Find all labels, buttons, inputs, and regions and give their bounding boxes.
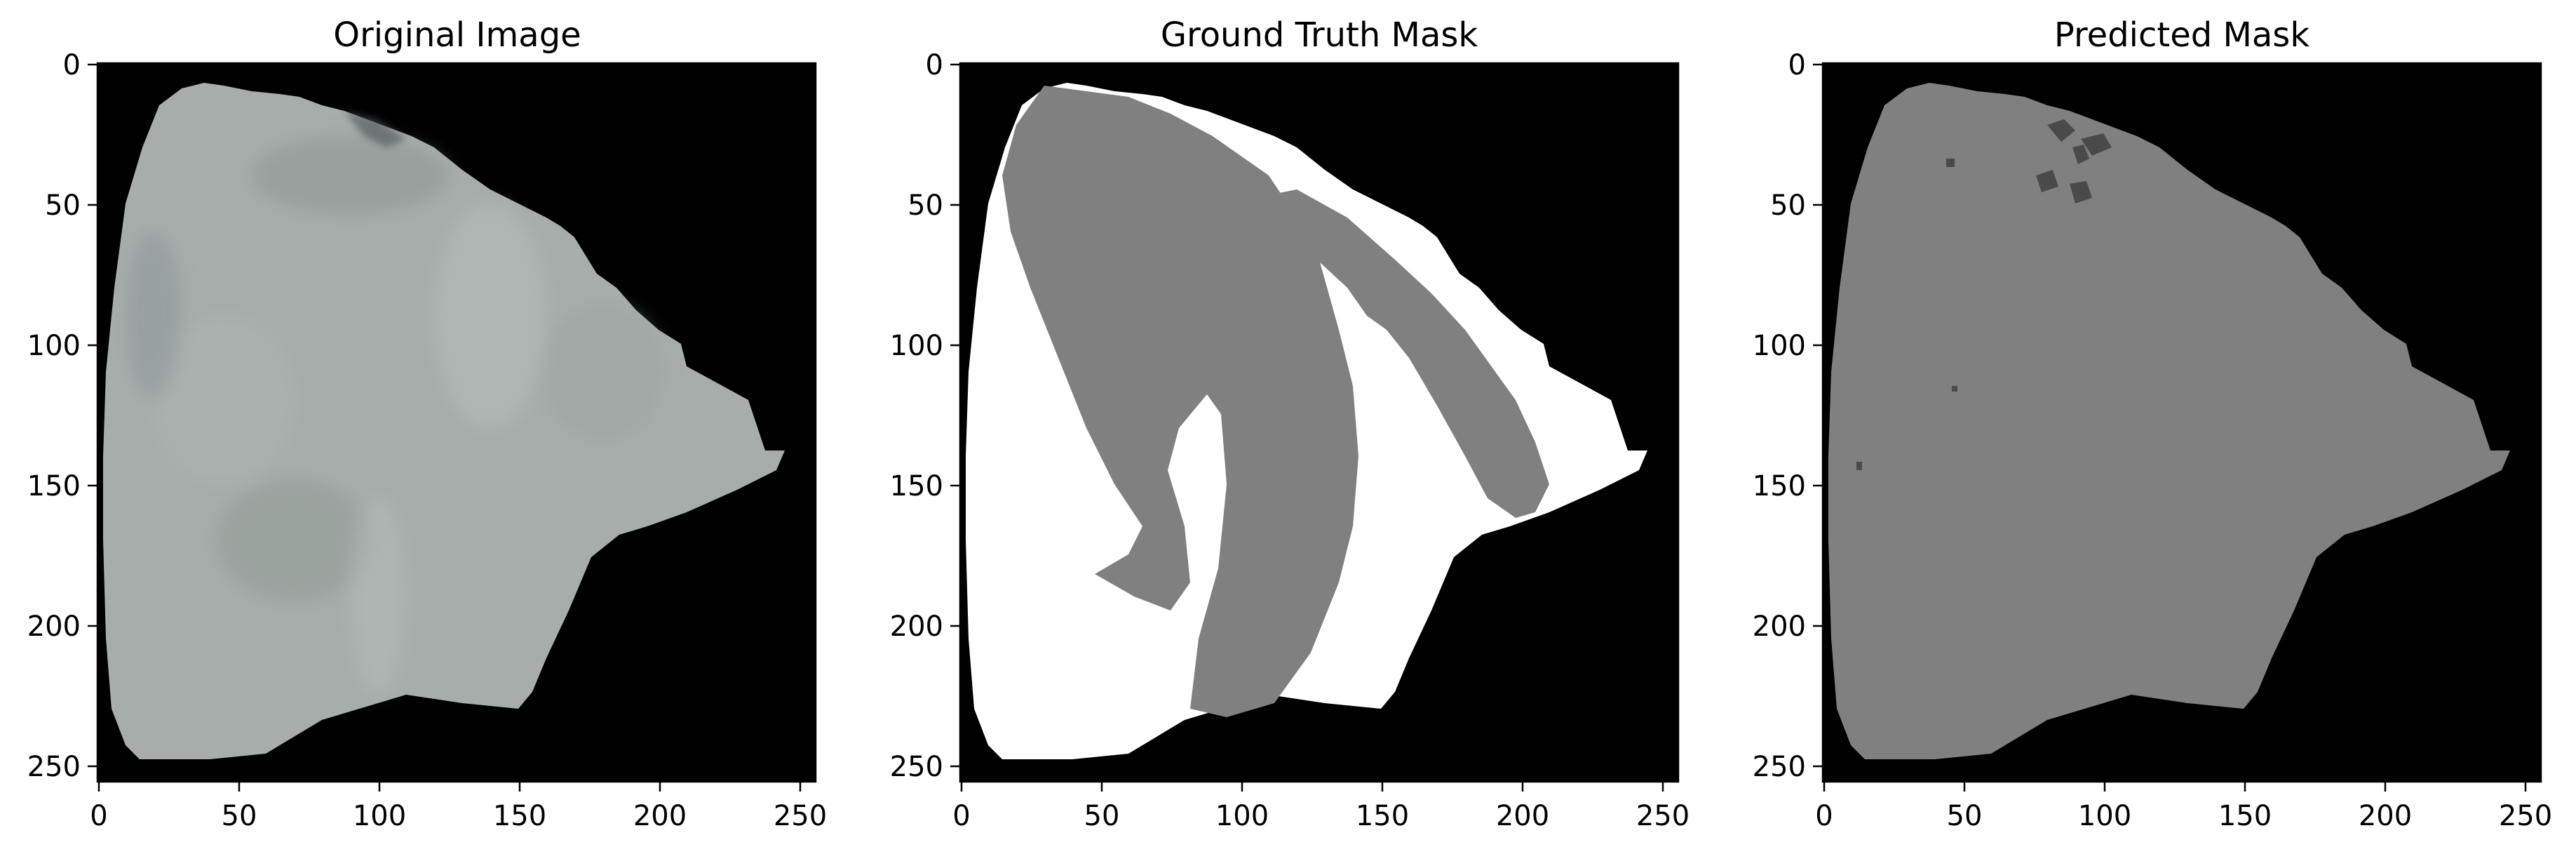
prediction-artifacts [1856,119,2112,470]
y-tick-label: 200 [890,611,943,643]
x-tick-label: 150 [1356,800,1409,832]
image-area [960,63,1678,782]
x-tick-label: 100 [2078,800,2131,832]
y-tick-label: 50 [1770,189,1806,222]
x-tick-label: 0 [1815,800,1833,832]
panel-title: Predicted Mask [2054,15,2309,55]
tissue-texture [126,136,664,695]
y-tick-label: 150 [890,470,943,502]
y-axis: 0 50 100 150 200 250 [890,49,960,783]
x-tick-label: 0 [90,800,107,832]
x-axis: 0 50 100 150 200 250 [90,782,827,832]
y-tick-label: 150 [1753,470,1806,502]
panel-original-image: Original Image [27,15,828,832]
y-axis: 0 50 100 150 200 250 [27,49,97,783]
x-axis: 0 50 100 150 200 250 [1815,782,2552,832]
panel-title: Ground Truth Mask [1161,15,1478,55]
axes-frame [959,62,1680,783]
mask-class-gray-left [1002,86,1358,717]
y-tick-label: 0 [926,49,943,81]
y-tick-label: 100 [1753,330,1806,362]
x-tick-label: 150 [493,800,546,832]
panel-predicted-mask: Predicted Mask [1753,15,2553,832]
x-tick-label: 250 [2499,800,2552,832]
x-tick-label: 250 [1636,800,1690,832]
x-axis: 0 50 100 150 200 250 [952,782,1690,832]
x-tick-label: 100 [353,800,406,832]
y-tick-label: 250 [27,751,81,783]
x-tick-label: 50 [1084,800,1120,832]
y-tick-label: 100 [890,330,943,362]
y-tick-label: 200 [1753,611,1806,643]
x-tick-label: 200 [2359,800,2412,832]
x-tick-label: 0 [952,800,970,832]
mask-class-gray [1828,83,2510,759]
y-tick-label: 50 [908,189,943,222]
x-tick-label: 100 [1215,800,1269,832]
x-tick-label: 250 [774,800,827,832]
x-tick-label: 200 [633,800,687,832]
y-tick-label: 0 [63,49,81,81]
panel-title: Original Image [333,15,581,55]
y-tick-label: 0 [1788,49,1806,81]
y-tick-label: 200 [27,611,81,643]
y-tick-label: 50 [45,189,81,222]
panel-ground-truth-mask: Ground Truth Mask 0 50 100 150 200 250 [890,15,1690,832]
x-tick-label: 50 [222,800,257,832]
y-tick-label: 150 [27,470,81,502]
axes-frame [96,62,817,783]
x-tick-label: 200 [1496,800,1549,832]
mask-class-gray-right [1255,189,1549,518]
image-area [97,63,816,782]
x-tick-label: 150 [2218,800,2272,832]
tissue-dark-edge [344,111,406,147]
image-area [1823,63,2541,782]
x-tick-label: 50 [1947,800,1983,832]
y-tick-label: 250 [1753,751,1806,783]
y-tick-label: 250 [890,751,943,783]
y-tick-label: 100 [27,330,81,362]
axes-frame [1821,62,2542,783]
y-axis: 0 50 100 150 200 250 [1753,49,1823,783]
